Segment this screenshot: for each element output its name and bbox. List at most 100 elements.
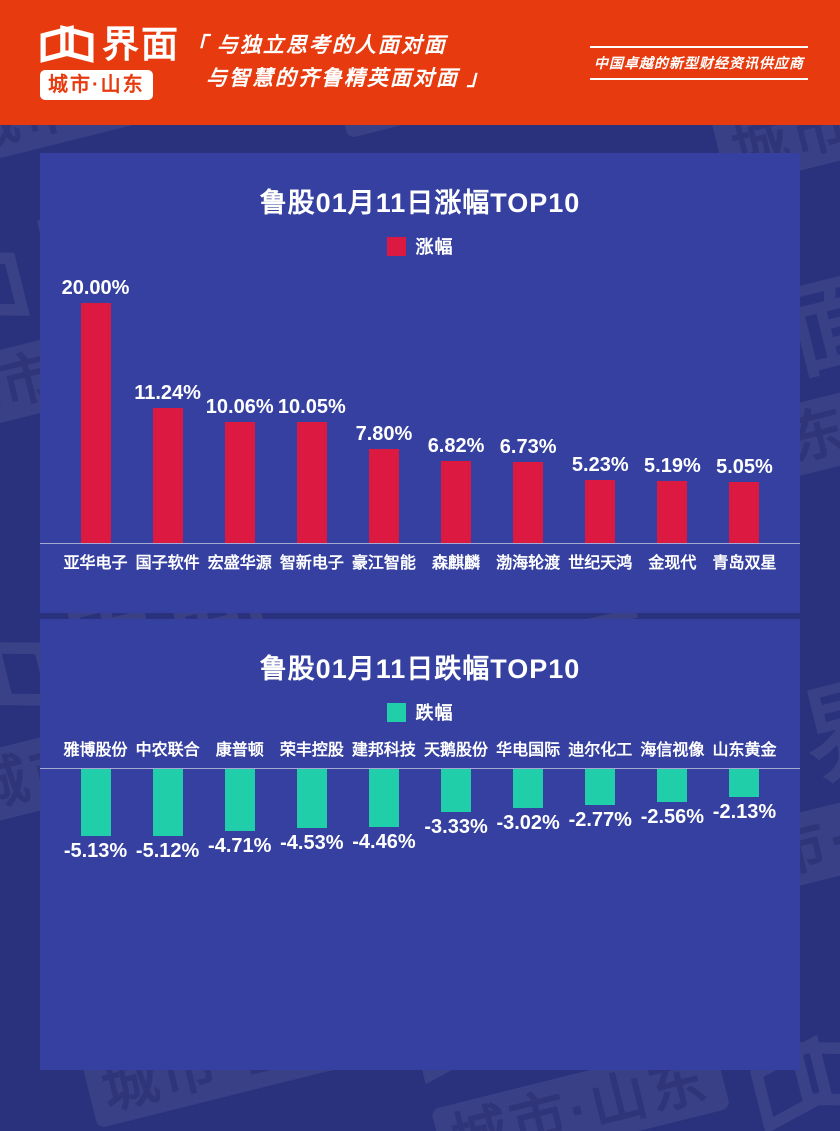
jiemian-logo: 界面 城市·山东 [40,25,180,100]
bar [80,303,111,543]
bar-value-label: 6.82% [427,435,485,457]
logo-subtitle-badge: 城市·山东 [40,70,153,100]
category-label: 华电国际 [496,742,561,759]
bar-column: -3.33% [421,769,492,842]
category-label: 金现代 [648,555,697,572]
bar-value-label: -3.02% [496,812,560,835]
bar-column: 5.19% [637,451,708,543]
bar-value-label: -4.53% [280,832,344,855]
quote-line-1: 「 与独立思考的人面对面 [186,34,447,57]
losers-legend-swatch-icon [386,702,406,722]
category-label: 迪尔化工 [568,742,633,759]
category-label: 建邦科技 [351,742,416,759]
gainers-plot: 20.00% 11.24% 10.06% 10.05% 7.80% 6.82% 6.73% 5… [40,271,800,573]
gainers-legend-label: 涨幅 [415,237,454,257]
category-label: 世纪天鸿 [568,555,633,572]
bar [368,769,399,828]
bar-value-label: -3.33% [424,816,488,839]
bar [585,480,616,543]
bar [729,482,760,543]
losers-plot: 雅博股份 中农联合 康普顿 荣丰控股 建邦科技 天鹅股份 华电国际 迪尔化工 海信视像 山东黄金 -… [40,741,800,879]
bar-column: 10.05% [276,392,347,543]
bar-value-label: 5.19% [644,455,701,477]
bar-value-label: -2.56% [640,806,705,829]
losers-legend: 跌幅 [40,699,800,725]
bar-value-label: 10.06% [205,396,274,418]
category-label: 智新电子 [279,555,344,572]
bar-column: -5.13% [60,769,131,866]
category-label: 海信视像 [640,742,705,759]
category-label: 康普顿 [215,742,264,759]
category-label: 天鹅股份 [424,742,489,759]
bar-value-label: 5.05% [716,456,773,478]
bar-column: 5.05% [709,452,780,543]
category-labels-row: 雅博股份 中农联合 康普顿 荣丰控股 建邦科技 天鹅股份 华电国际 迪尔化工 海信视像 山东黄金 [40,741,800,760]
category-label: 雅博股份 [63,742,128,759]
category-label: 荣丰控股 [279,742,344,759]
category-label: 森麒麟 [432,555,481,572]
bar-column: -4.46% [348,769,419,857]
category-label: 中农联合 [135,742,200,759]
bar-column: -4.71% [204,769,275,861]
bar-value-label: -2.13% [712,801,777,824]
bar [585,769,616,806]
bar [657,769,688,803]
bar-value-label: -5.12% [135,840,200,863]
bar-value-label: 7.80% [355,423,413,445]
category-label: 宏盛华源 [207,555,272,572]
bar-column: 6.82% [421,431,492,543]
header-banner: 界面 城市·山东 「 与独立思考的人面对面 与智慧的齐鲁精英面对面 」 中国卓越… [0,0,840,125]
gainers-chart-panel: 鲁股01月11日涨幅TOP10 涨幅 20.00% 11.24% 10.06% 10.… [40,153,800,613]
bar [296,422,327,543]
bar [513,462,544,543]
bar-column: -2.77% [565,769,636,835]
bar [224,422,255,543]
category-label: 国子软件 [135,555,200,572]
bar-column: -3.02% [493,769,564,838]
bar [152,408,183,543]
bar [729,769,760,798]
bars-row: 20.00% 11.24% 10.06% 10.05% 7.80% 6.82% 6.73% 5… [40,271,800,544]
gainers-legend: 涨幅 [40,233,800,259]
bar-column: 7.80% [348,419,419,543]
header-tagline: 中国卓越的新型财经资讯供应商 [590,46,808,80]
bars-row: -5.13% -5.12% -4.71% -4.53% -4.46% -3.33% -3.0… [40,768,800,879]
category-label: 渤海轮渡 [496,555,561,572]
category-label: 青岛双星 [712,555,777,572]
bar-column: -2.56% [637,769,708,832]
jiemian-logo-watermark-icon [0,233,32,348]
bar-column: -5.12% [132,769,203,866]
bar-value-label: 11.24% [134,382,201,404]
losers-chart-panel: 鲁股01月11日跌幅TOP10 跌幅 雅博股份 中农联合 康普顿 荣丰控股 建邦科技 天鹅… [40,619,800,1070]
logo-name: 界面 [102,23,180,65]
category-label: 豪江智能 [351,555,416,572]
jiemian-logo-mark-icon [40,25,94,63]
bar [368,449,399,543]
bar-column: -4.53% [276,769,347,858]
bar-value-label: 6.73% [499,436,557,458]
losers-legend-label: 跌幅 [415,703,454,723]
bar [224,769,255,832]
bar-column: 20.00% [60,273,131,543]
bar-column: 6.73% [493,432,564,543]
quote-line-2: 与智慧的齐鲁精英面对面 」 [206,66,490,90]
gainers-legend-swatch-icon [386,236,406,256]
bar-column: 11.24% [132,378,203,543]
bar-value-label: 20.00% [61,277,130,299]
bar [152,769,183,837]
category-label: 山东黄金 [712,742,777,759]
bar-column: -2.13% [709,769,780,827]
bar-value-label: -5.13% [63,840,128,863]
bar-value-label: -2.77% [568,809,632,832]
header-quote: 「 与独立思考的人面对面 与智慧的齐鲁精英面对面 」 [186,30,490,95]
bar-column: 10.06% [204,392,275,543]
bar-column: 5.23% [565,450,636,543]
bar [296,769,327,829]
bar-value-label: 5.23% [571,454,629,476]
bar [657,481,688,543]
bar [513,769,544,809]
bar-value-label: -4.71% [208,835,272,858]
category-labels-row: 亚华电子 国子软件 宏盛华源 智新电子 豪江智能 森麒麟 渤海轮渡 世纪天鸿 金现代 青岛双星 [40,554,800,573]
category-label: 亚华电子 [63,555,128,572]
